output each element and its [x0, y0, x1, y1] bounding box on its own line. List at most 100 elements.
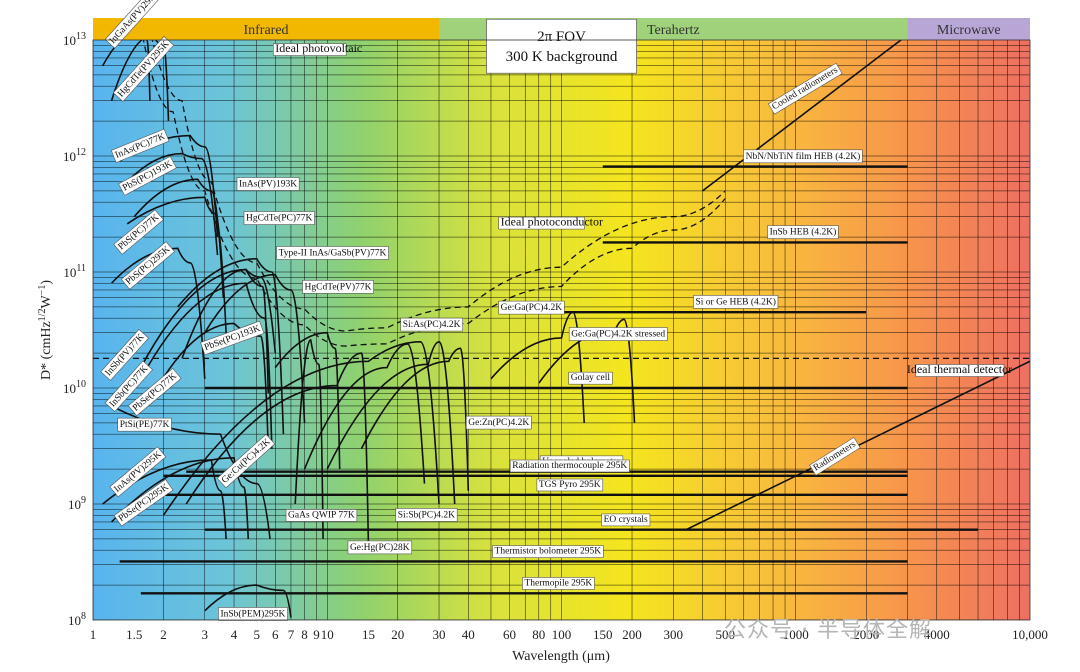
y-tick-label: 1010	[63, 379, 86, 396]
label-box	[113, 479, 174, 527]
label-box	[536, 478, 604, 492]
detector-curve	[294, 339, 324, 539]
curve-label: Ge:Ga(PC)4.2K stressed	[568, 327, 668, 341]
y-axis-title-text: D* (cmHz1/2W−1)	[37, 280, 54, 380]
watermark: 公众号 · 半导体全解	[724, 618, 932, 643]
curve-label: InSb(PEM)295K	[218, 607, 288, 621]
label-box	[522, 577, 595, 590]
label-box	[395, 508, 458, 522]
curve-label-text: EO crystals	[604, 515, 648, 525]
label-box	[218, 607, 288, 621]
x-tick-label: 60	[503, 627, 516, 642]
fov-note-box	[486, 18, 637, 74]
curve-label-text: InSb(PEM)295K	[220, 608, 285, 619]
curve-label-text: Thermopile 295K	[524, 578, 592, 588]
detector-curve	[360, 347, 470, 491]
curve-label: HgCdTe(PV)77K	[302, 280, 374, 294]
x-tick-label: 3	[202, 627, 209, 642]
curve-label-text: Ge:Hg(PC)28K	[350, 542, 410, 553]
x-tick-label: 9	[313, 627, 320, 642]
y-tick-label: 1011	[63, 263, 86, 280]
label-box	[809, 437, 861, 476]
curve-label: Thermistor bolometer 295K	[492, 545, 604, 558]
curve-label-text: HgCdTe(PC)77K	[246, 213, 313, 224]
x-tick-label: 1	[90, 627, 97, 642]
x-tick-label: 8	[301, 627, 308, 642]
band-microwave	[907, 18, 1030, 40]
curve-label: Ideal photoconductor	[498, 215, 603, 230]
curve-label: NbN/NbTiN film HEB (4.2K)	[743, 149, 863, 164]
label-box	[104, 360, 153, 413]
detector-curve	[102, 459, 227, 539]
x-tick-label: 30	[433, 627, 446, 642]
curve-label-text: Ideal photovoltaic	[275, 41, 362, 55]
label-box	[743, 149, 863, 164]
label-box	[568, 327, 668, 341]
detector-curve	[110, 247, 206, 379]
plot-frame	[92, 39, 1031, 621]
x-tick-label: 500	[715, 627, 735, 642]
x-axis-title: Wavelength (μm)	[512, 649, 610, 664]
curve-label-text: Si:Sb(PC)4.2K	[398, 509, 455, 520]
curve-label-text: Ge:Ga(PC)4.2K stressed	[571, 329, 665, 340]
label-box	[568, 371, 613, 385]
curve-label-text: HgCdTe(PV)77K	[305, 281, 372, 292]
curve-label-text: Radiation thermocouple 295K	[512, 461, 627, 471]
curve-label-text: InAs(PV)193K	[239, 179, 297, 190]
curve-label: EO crystals	[601, 513, 651, 527]
band-label: Infrared	[243, 23, 288, 38]
curve-label-text: Ideal thermal detector	[907, 362, 1012, 376]
detector-curve	[538, 318, 636, 423]
label-box	[127, 368, 182, 417]
curve-label-text: PtSi(PE)77K	[120, 419, 170, 430]
y-tick-label: 1012	[63, 147, 86, 164]
y-axis-title: D* (cmHz1/2W−1)	[37, 280, 54, 380]
curve-label: Ge:Ga(PC)4.2K	[498, 300, 565, 315]
detector-curve	[326, 341, 456, 505]
axes: 1 1.5 2 3 4 5 6 7 8 9 10 15 20 30 40 60 80 100 150 200 300 50…	[63, 31, 1048, 642]
x-tick-label: 80	[532, 627, 545, 642]
label-box	[347, 540, 413, 555]
label-box	[498, 216, 585, 230]
curve-label-text: Thermistor bolometer 295K	[495, 547, 602, 557]
label-box	[276, 246, 389, 260]
label-box	[272, 43, 347, 56]
x-tick-label: 2	[160, 627, 167, 642]
detector-curve	[140, 268, 270, 394]
label-box	[400, 317, 463, 332]
x-tick-label: 40	[462, 627, 475, 642]
y-tick-label: 108	[68, 611, 86, 628]
curve-label: HgCdTe(PC)77K	[243, 211, 315, 225]
label-box	[243, 211, 315, 225]
curve-label: InSb HEB (4.2K)	[767, 225, 839, 239]
x-tick-label: 10,000	[1012, 627, 1048, 642]
detector-curve	[177, 257, 285, 435]
fov-note-line: 300 K background	[506, 49, 618, 65]
detector-curve	[181, 268, 277, 359]
reference-line	[702, 40, 903, 192]
label-box	[113, 209, 164, 255]
label-box	[498, 300, 565, 315]
x-tick-label: 4000	[924, 627, 950, 642]
detector-curve	[185, 352, 370, 551]
x-tick-label: 20	[391, 627, 404, 642]
detector-curve	[490, 311, 585, 423]
label-box	[601, 513, 651, 527]
curve-label-text: Ge:Zn(PC)4.2K	[468, 417, 529, 428]
curve-label: InAs(PV)193K	[236, 177, 300, 191]
curve-label: Si:Sb(PC)4.2K	[395, 508, 458, 522]
label-box	[767, 225, 839, 239]
curve-label: Si:As(PC)4.2K	[400, 317, 463, 332]
fov-note: 2π FOV 300 K background	[486, 18, 637, 74]
curve-label-text: Si or Ge HEB (4.2K)	[695, 296, 775, 307]
detector-curve	[110, 40, 170, 122]
label-box	[109, 446, 167, 498]
curve-label-text: Ideal photoconductor	[501, 215, 603, 229]
x-tick-label: 100	[552, 627, 572, 642]
curve-label-text: NbN/NbTiN film HEB (4.2K)	[746, 151, 861, 162]
band-infrared	[93, 18, 440, 40]
label-box	[285, 509, 358, 522]
detector-curve	[303, 343, 426, 484]
label-box	[120, 241, 175, 290]
